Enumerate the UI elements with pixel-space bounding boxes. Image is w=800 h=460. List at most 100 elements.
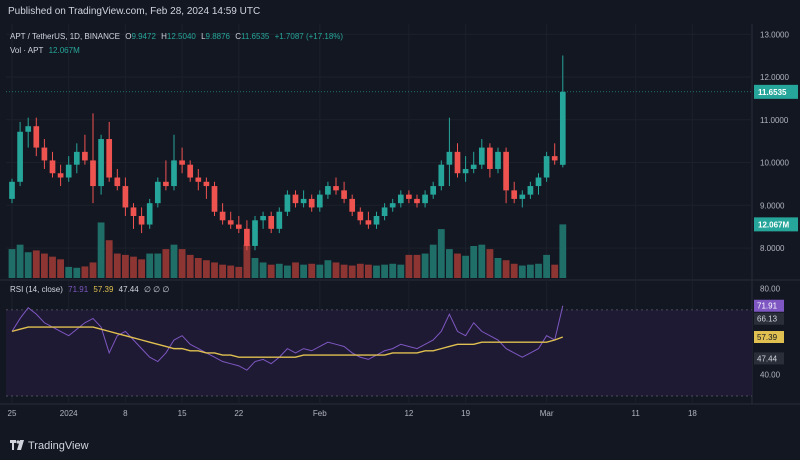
candle-body: [82, 151, 88, 161]
volume-bar: [332, 262, 340, 278]
rsi-value: 71.91: [68, 285, 89, 294]
time-tick-label: Feb: [313, 409, 327, 418]
volume-bar: [308, 263, 316, 278]
candle-body: [543, 156, 550, 178]
candle-body: [276, 211, 283, 229]
candle-body: [397, 194, 404, 204]
rsi-tick-label: 40.00: [760, 370, 781, 379]
candle-body: [470, 164, 477, 169]
candle-body: [260, 216, 266, 221]
candle-body: [244, 228, 250, 246]
change-value: +1.7087 (+17.18%): [274, 32, 344, 41]
rsi-band: [6, 309, 752, 396]
volume-label: Vol · APT: [10, 46, 44, 55]
volume-bar: [429, 244, 437, 278]
candle-body: [252, 220, 258, 246]
chart-svg[interactable]: 13.0000 12.0000 11.0000 10.0000 9.0000 8.0000…: [0, 24, 800, 434]
candle-body: [511, 190, 518, 199]
chart-area[interactable]: 13.0000 12.0000 11.0000 10.0000 9.0000 8.0000…: [0, 24, 800, 434]
price-tick-label: 12.0000: [760, 73, 789, 82]
volume-bar: [316, 264, 324, 278]
volume-bar: [89, 262, 97, 278]
candle-body: [389, 203, 396, 208]
bottom-bar: TradingView: [0, 434, 800, 460]
candle-body: [462, 168, 469, 174]
candle-body: [503, 151, 509, 191]
volume-badge-label: 12.067M: [758, 220, 789, 229]
volume-bar: [121, 254, 129, 278]
volume-bar: [324, 260, 332, 278]
rsi-extra-values: ∅ ∅ ∅: [143, 285, 170, 294]
time-tick-label: 2024: [60, 409, 78, 418]
volume-bar: [300, 264, 308, 278]
candle-body: [187, 164, 194, 178]
volume-bar: [454, 253, 461, 278]
candle-body: [130, 207, 137, 216]
volume-bar: [57, 259, 65, 278]
volume-bar: [526, 264, 534, 278]
rsi-label: RSI (14, close): [10, 285, 63, 294]
current-price-label: 11.6535: [758, 88, 787, 97]
time-tick-label: Mar: [540, 409, 554, 418]
rsi-third-value: 47.44: [118, 285, 139, 294]
volume-bar: [494, 258, 502, 278]
candle-body: [341, 190, 347, 199]
volume-bar: [502, 260, 510, 278]
volume-bar: [413, 254, 421, 278]
time-tick-label: 19: [461, 409, 470, 418]
candle-body: [284, 194, 291, 212]
volume-bar: [486, 249, 494, 278]
volume-bar: [535, 263, 542, 278]
close-label: C: [235, 32, 242, 41]
volume-bar: [470, 246, 478, 278]
candle-body: [349, 198, 356, 212]
candle-body: [430, 186, 437, 195]
rsi-value-label: 47.44: [757, 354, 778, 363]
volume-bar: [405, 254, 413, 278]
volume-bar: [170, 244, 178, 278]
candle-body: [268, 216, 275, 229]
time-tick-label: 25: [8, 409, 17, 418]
candle-body: [235, 224, 242, 229]
candle-body: [446, 151, 453, 165]
close-value: 11.6535: [241, 32, 270, 41]
candle-body: [308, 198, 315, 208]
rsi-tick-label: 80.00: [760, 284, 781, 293]
candle-body: [203, 181, 210, 187]
time-tick-label: 22: [234, 409, 243, 418]
volume-bar: [32, 250, 40, 278]
candle-body: [414, 198, 420, 204]
tradingview-logo[interactable]: TradingView: [10, 440, 89, 452]
candle-body: [551, 156, 558, 161]
top-bar: Published on TradingView.com, Feb 28, 20…: [0, 0, 800, 24]
volume-bar: [543, 254, 551, 278]
rsi-legend: RSI (14, close) 71.91 57.39 47.44 ∅ ∅ ∅: [10, 285, 172, 294]
price-tick-label: 9.0000: [760, 201, 785, 210]
candle-body: [300, 198, 307, 204]
volume-bar: [105, 240, 113, 278]
candle-body: [316, 194, 323, 208]
volume-legend: Vol · APT 12.067M: [10, 46, 83, 55]
candle-body: [365, 220, 372, 225]
volume-bar: [235, 266, 243, 278]
low-value: 9.8876: [205, 32, 230, 41]
time-tick-label: 18: [688, 409, 697, 418]
candle-body: [519, 194, 526, 199]
rsi-value-badge: [754, 352, 784, 365]
candle-body: [357, 211, 364, 221]
candle-body: [122, 186, 129, 208]
candle-body: [41, 147, 48, 161]
rsi-ma-value: 57.39: [93, 285, 114, 294]
candle-body: [454, 151, 461, 174]
rsi-value-badge: [754, 312, 784, 325]
candle-body: [163, 181, 169, 187]
volume-bar: [518, 265, 526, 278]
volume-bar: [219, 264, 227, 278]
volume-bar: [162, 249, 170, 278]
candle-body: [487, 147, 493, 169]
high-value: 12.5040: [166, 32, 196, 41]
rsi-line: [11, 305, 564, 371]
candle-body: [422, 194, 428, 204]
volume-bar: [73, 267, 81, 278]
candle-body: [406, 194, 412, 199]
